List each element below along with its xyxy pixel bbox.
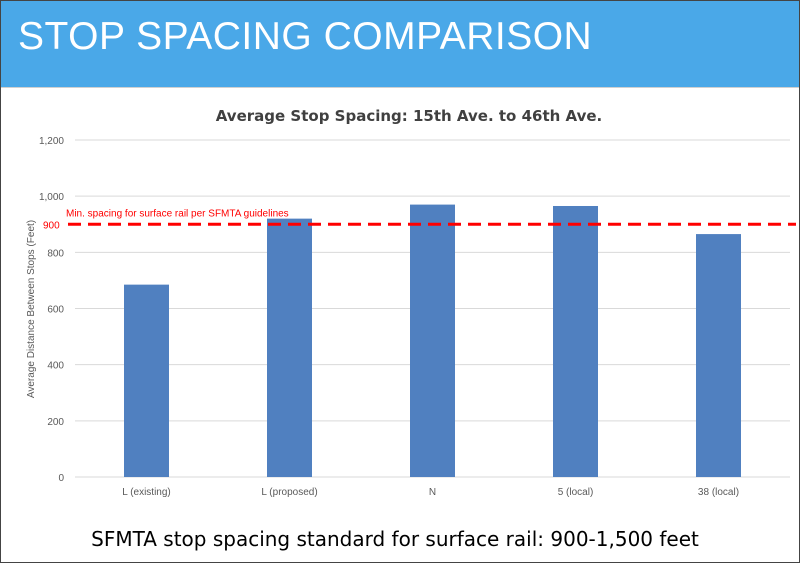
- x-tick-label: L (proposed): [261, 487, 317, 498]
- x-tick-label: 38 (local): [698, 487, 739, 498]
- reference-line-label: Min. spacing for surface rail per SFMTA …: [66, 208, 289, 219]
- bar: [553, 205, 598, 477]
- y-tick-label: 400: [47, 361, 64, 372]
- y-tick-label: 1,200: [39, 136, 64, 147]
- reference-line-value: 900: [43, 220, 60, 231]
- y-tick-label: 800: [47, 248, 64, 259]
- x-axis-ticks: L (existing) L (proposed) N 5 (local) 38 (lo…: [122, 487, 739, 498]
- bar: [410, 204, 455, 477]
- y-tick-label: 200: [47, 417, 64, 428]
- bars: [124, 204, 741, 477]
- chart-title: Average Stop Spacing: 15th Ave. to 46th …: [216, 107, 603, 125]
- slide-title: STOP SPACING COMPARISON: [18, 15, 593, 58]
- bar: [696, 234, 741, 477]
- x-tick-label: L (existing): [122, 487, 171, 498]
- bar: [267, 218, 312, 477]
- reference-line-group: Min. spacing for surface rail per SFMTA …: [43, 208, 796, 231]
- x-tick-label: N: [429, 487, 436, 498]
- x-tick-label: 5 (local): [558, 487, 594, 498]
- y-tick-label: 600: [47, 305, 64, 316]
- y-tick-label: 1,000: [39, 192, 64, 203]
- y-tick-label: 0: [58, 473, 64, 484]
- bar: [124, 284, 169, 477]
- bar-chart: Average Stop Spacing: 15th Ave. to 46th …: [26, 107, 796, 498]
- header-divider: [1, 87, 799, 88]
- slide-caption: SFMTA stop spacing standard for surface …: [91, 527, 699, 551]
- y-axis-ticks: 0 200 400 600 800 1,000 1,200: [39, 136, 64, 484]
- y-axis-title: Average Distance Between Stops (Feet): [26, 220, 37, 398]
- slide-header: STOP SPACING COMPARISON: [1, 1, 799, 87]
